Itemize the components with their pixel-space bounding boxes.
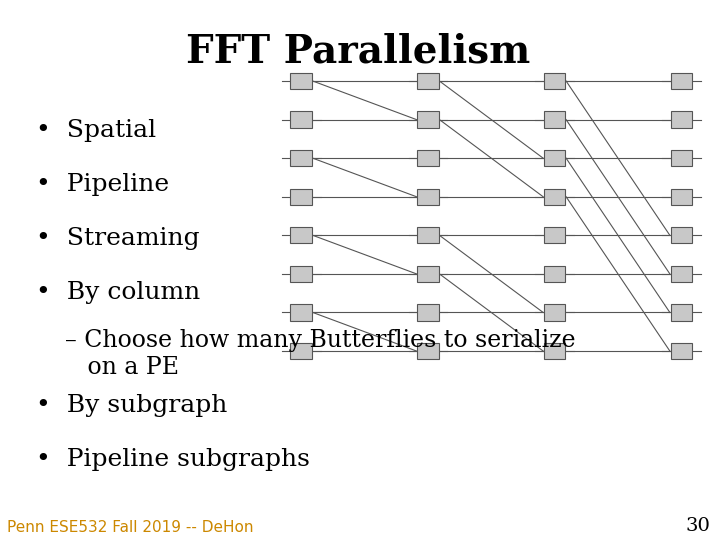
FancyBboxPatch shape [417,73,438,89]
FancyBboxPatch shape [417,188,438,205]
FancyBboxPatch shape [670,227,692,244]
FancyBboxPatch shape [544,227,565,244]
FancyBboxPatch shape [290,343,312,359]
Text: •  Spatial: • Spatial [36,119,156,142]
FancyBboxPatch shape [290,266,312,282]
FancyBboxPatch shape [290,150,312,166]
FancyBboxPatch shape [544,150,565,166]
FancyBboxPatch shape [670,73,692,89]
FancyBboxPatch shape [290,227,312,244]
FancyBboxPatch shape [544,111,565,127]
Text: •  By column: • By column [36,281,200,304]
FancyBboxPatch shape [417,305,438,321]
FancyBboxPatch shape [544,188,565,205]
Text: •  By subgraph: • By subgraph [36,394,228,417]
FancyBboxPatch shape [290,305,312,321]
FancyBboxPatch shape [417,111,438,127]
Text: •  Pipeline subgraphs: • Pipeline subgraphs [36,448,310,471]
FancyBboxPatch shape [290,188,312,205]
FancyBboxPatch shape [417,343,438,359]
FancyBboxPatch shape [417,266,438,282]
Text: – Choose how many Butterflies to serialize
   on a PE: – Choose how many Butterflies to seriali… [65,329,575,379]
FancyBboxPatch shape [670,150,692,166]
Text: 30: 30 [685,517,710,535]
FancyBboxPatch shape [544,73,565,89]
FancyBboxPatch shape [544,305,565,321]
FancyBboxPatch shape [670,343,692,359]
FancyBboxPatch shape [670,266,692,282]
Text: Penn ESE532 Fall 2019 -- DeHon: Penn ESE532 Fall 2019 -- DeHon [7,519,253,535]
FancyBboxPatch shape [290,111,312,127]
FancyBboxPatch shape [544,343,565,359]
FancyBboxPatch shape [544,266,565,282]
Text: FFT Parallelism: FFT Parallelism [186,32,531,70]
FancyBboxPatch shape [290,73,312,89]
Text: •  Pipeline: • Pipeline [36,173,169,196]
FancyBboxPatch shape [417,150,438,166]
FancyBboxPatch shape [417,227,438,244]
Text: •  Streaming: • Streaming [36,227,199,250]
FancyBboxPatch shape [670,111,692,127]
FancyBboxPatch shape [670,188,692,205]
FancyBboxPatch shape [670,305,692,321]
